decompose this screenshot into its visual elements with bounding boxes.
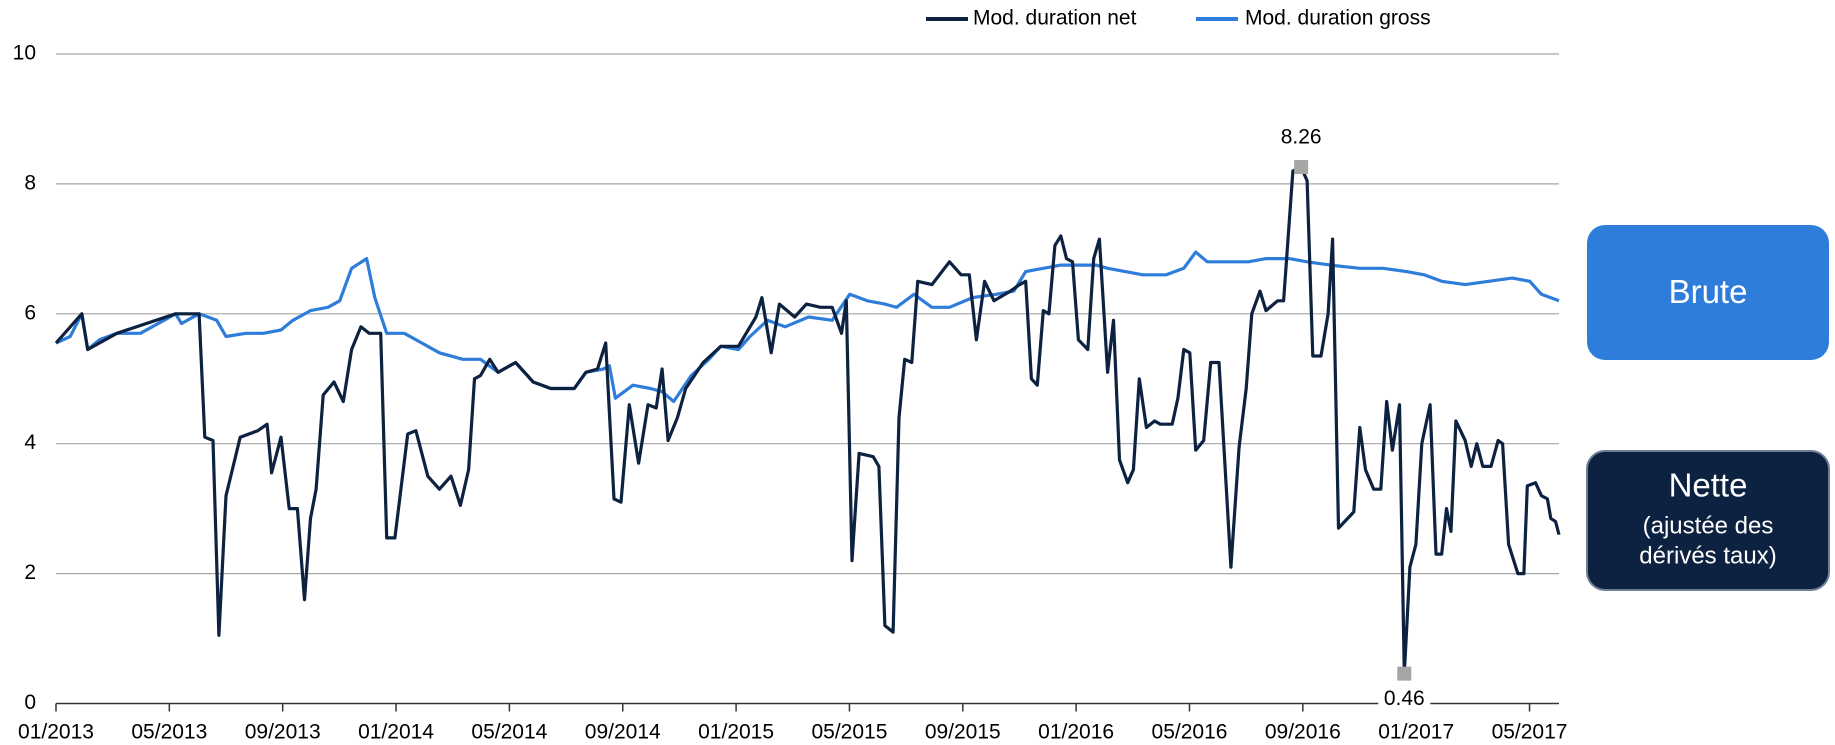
x-tick-label: 09/2014	[585, 721, 661, 744]
x-tick-label: 01/2016	[1038, 721, 1114, 744]
side-label-box	[1587, 225, 1829, 360]
x-tick-label: 09/2016	[1265, 721, 1341, 744]
side-label-title: Brute	[1669, 273, 1748, 310]
series-line	[54, 165, 1561, 676]
y-tick-label: 2	[24, 561, 36, 584]
x-tick-label: 01/2017	[1378, 721, 1454, 744]
side-label-line: (ajustée des	[1643, 512, 1774, 539]
annotation-marker	[1294, 160, 1309, 175]
x-tick-label: 01/2013	[18, 721, 94, 744]
annotation-marker	[1397, 666, 1412, 681]
x-tick-label: 05/2017	[1492, 721, 1568, 744]
y-tick-label: 4	[24, 431, 36, 454]
x-tick-label: 09/2013	[245, 721, 321, 744]
y-tick-label: 0	[24, 691, 36, 714]
legend-label: Mod. duration net	[973, 7, 1137, 30]
annotation-label: 0.46	[1384, 687, 1425, 710]
x-tick-label: 05/2014	[471, 721, 547, 744]
annotation-bg	[1378, 685, 1431, 712]
annotation-label: 8.26	[1281, 126, 1322, 149]
side-label-title: Nette	[1669, 467, 1748, 504]
side-label-box	[1586, 450, 1830, 591]
legend-label: Mod. duration gross	[1245, 7, 1431, 30]
y-tick-label: 10	[13, 42, 36, 65]
x-tick-label: 01/2014	[358, 721, 434, 744]
x-tick-label: 09/2015	[925, 721, 1001, 744]
x-tick-label: 05/2016	[1152, 721, 1228, 744]
annotation-bg	[1275, 125, 1328, 152]
y-tick-label: 8	[24, 171, 36, 194]
x-tick-label: 05/2013	[131, 721, 207, 744]
x-tick-label: 01/2015	[698, 721, 774, 744]
x-tick-label: 05/2015	[811, 721, 887, 744]
side-label-line: dérivés taux)	[1639, 542, 1776, 569]
y-tick-label: 6	[24, 301, 36, 324]
